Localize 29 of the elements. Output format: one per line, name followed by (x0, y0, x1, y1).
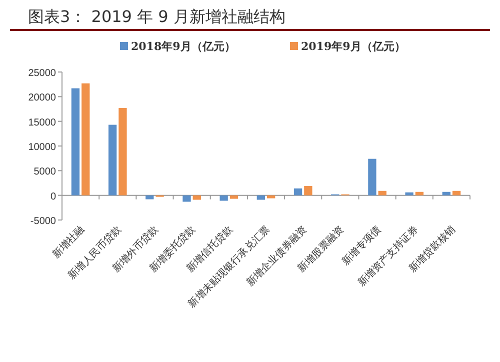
bar (71, 88, 80, 196)
y-tick-label: 10000 (28, 142, 56, 153)
bar (118, 108, 127, 196)
bar (378, 190, 386, 196)
bar (82, 83, 90, 196)
y-tick-label: 25000 (28, 68, 56, 79)
y-tick-label: -5000 (30, 216, 56, 227)
bar (294, 188, 302, 196)
bar (452, 190, 461, 196)
bar (267, 195, 276, 198)
legend-label: 2019年9月（亿元） (301, 40, 406, 53)
y-tick-label: 15000 (28, 117, 56, 128)
bar (256, 195, 265, 200)
bar (220, 195, 228, 201)
y-tick-label: 0 (50, 191, 56, 202)
bar (230, 195, 238, 199)
y-tick-label: 5000 (34, 166, 56, 178)
bar (304, 186, 312, 196)
bar (415, 192, 424, 196)
bar (192, 195, 201, 200)
bar (405, 192, 414, 196)
legend-label: 2018年9月（亿元） (131, 40, 236, 53)
bar (146, 195, 154, 200)
chart-title: 图表3： 2019 年 9 月新增社融结构 (28, 7, 286, 26)
bar (182, 195, 191, 202)
bar (368, 158, 376, 196)
y-tick-label: 20000 (28, 92, 56, 104)
bar (108, 124, 117, 196)
bar (442, 192, 450, 196)
